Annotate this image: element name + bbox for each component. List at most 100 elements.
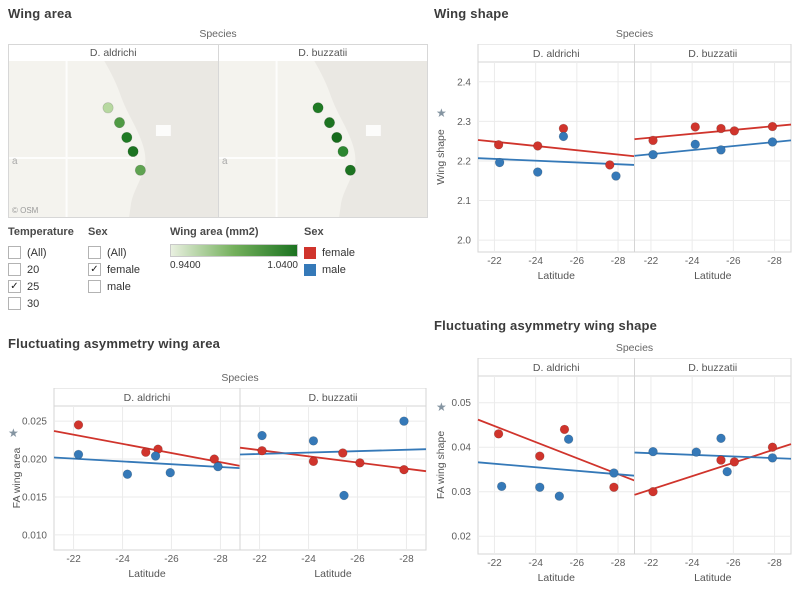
data-point-female[interactable] [493, 140, 504, 150]
gradient-max-label: 1.0400 [267, 260, 298, 271]
checkbox-unchecked[interactable] [88, 280, 101, 293]
checkbox-checked[interactable]: ✓ [8, 280, 21, 293]
checkbox-unchecked[interactable] [88, 246, 101, 259]
data-point-female[interactable] [716, 123, 726, 134]
checkbox-unchecked[interactable] [8, 246, 21, 259]
data-point-male[interactable] [767, 137, 778, 147]
trend-line-female [239, 446, 427, 473]
data-point-male[interactable] [533, 167, 543, 177]
data-point-male[interactable] [257, 430, 267, 441]
data-point-female[interactable] [73, 420, 84, 430]
data-point-male[interactable] [213, 461, 223, 472]
filter-option-25[interactable]: ✓ 25 [8, 278, 74, 295]
x-tick-label: -22 [252, 554, 267, 565]
data-point-female[interactable] [648, 135, 658, 146]
data-point-female[interactable] [716, 455, 726, 465]
data-point-female[interactable] [141, 447, 151, 457]
data-point-female[interactable] [559, 424, 570, 435]
data-point-female[interactable] [493, 429, 504, 439]
data-point-male[interactable] [722, 466, 732, 477]
filter-option-all[interactable]: (All) [8, 244, 74, 261]
data-point-female[interactable] [648, 487, 658, 497]
data-point-female[interactable] [767, 442, 778, 452]
data-point-female[interactable] [558, 123, 569, 134]
map-data-point[interactable] [102, 102, 114, 114]
map-data-point[interactable] [312, 102, 323, 114]
data-point-female[interactable] [609, 482, 619, 492]
species-column-header: Species [221, 372, 259, 384]
data-point-male[interactable] [558, 131, 569, 142]
data-point-female[interactable] [308, 456, 319, 467]
data-point-male[interactable] [535, 482, 545, 492]
gradient-bar [170, 244, 298, 257]
checkbox-unchecked[interactable] [8, 297, 21, 310]
legend-item-male[interactable]: male [304, 261, 355, 278]
data-point-female[interactable] [257, 446, 267, 456]
map-edge-label: a [12, 156, 18, 167]
filter-option-30[interactable]: 30 [8, 295, 74, 312]
data-point-female[interactable] [767, 121, 778, 132]
map-data-point[interactable] [127, 145, 139, 157]
map-data-point[interactable] [134, 164, 146, 176]
legend-item-female[interactable]: female [304, 244, 355, 261]
map-landmass [218, 61, 355, 217]
data-point-male[interactable] [611, 171, 621, 181]
data-point-female[interactable] [729, 126, 740, 136]
checkbox-checked[interactable]: ✓ [88, 263, 101, 276]
data-point-female[interactable] [605, 160, 615, 170]
facet-header-label: D. buzzatii [688, 362, 737, 374]
map-d-buzzatii[interactable]: a [217, 61, 428, 218]
facet-header [634, 358, 792, 377]
data-point-male[interactable] [554, 491, 565, 501]
data-point-male[interactable] [716, 145, 726, 155]
data-point-male[interactable] [494, 157, 505, 168]
data-point-male[interactable] [165, 467, 175, 478]
data-point-male[interactable] [691, 447, 701, 457]
filter-option-20[interactable]: 20 [8, 261, 74, 278]
filter-option-female[interactable]: ✓ female [88, 261, 140, 278]
fa-wing-shape-chart[interactable]: D. aldrichi -22 -24 -26 -28 Latitude D. buzzat… [432, 358, 793, 586]
data-point-male[interactable] [563, 434, 574, 444]
data-point-male[interactable] [648, 446, 658, 457]
trend-line-male [53, 456, 241, 470]
data-point-male[interactable] [308, 436, 319, 446]
sex-color-legend: Sex female male [304, 226, 355, 278]
data-point-female[interactable] [535, 451, 545, 461]
data-point-male[interactable] [716, 433, 726, 444]
data-point-female[interactable] [338, 448, 348, 458]
data-point-female[interactable] [533, 141, 543, 151]
data-point-male[interactable] [399, 416, 409, 426]
checkbox-unchecked[interactable] [8, 263, 21, 276]
wing-shape-chart[interactable]: D. aldrichi -22 -24 -26 -28 Latitude D. buzzat… [432, 44, 793, 284]
data-point-female[interactable] [355, 458, 365, 468]
filter-option-all[interactable]: (All) [88, 244, 140, 261]
data-point-male[interactable] [648, 149, 658, 160]
data-point-male[interactable] [767, 453, 778, 463]
map-data-point[interactable] [344, 164, 356, 176]
filter-option-male[interactable]: male [88, 278, 140, 295]
map-data-point[interactable] [114, 117, 125, 129]
data-point-male[interactable] [122, 469, 133, 479]
map-data-point[interactable] [337, 145, 349, 157]
data-point-male[interactable] [339, 490, 349, 501]
map-data-point[interactable] [330, 131, 342, 143]
data-point-male[interactable] [150, 451, 161, 461]
data-point-female[interactable] [209, 454, 220, 464]
maps-row: © OSM a a [8, 61, 428, 218]
legend-swatch-female [304, 246, 316, 259]
data-point-female[interactable] [399, 464, 409, 475]
map-d-aldrichi[interactable]: © OSM a [8, 61, 219, 218]
y-tick-label: 0.025 [22, 417, 47, 428]
data-point-male[interactable] [609, 468, 619, 478]
map-data-point[interactable] [323, 117, 335, 129]
x-axis-label: Latitude [314, 568, 352, 580]
data-point-male[interactable] [496, 481, 507, 492]
data-point-female[interactable] [729, 457, 740, 467]
map-data-point[interactable] [121, 131, 133, 143]
facet-header [239, 388, 427, 407]
data-point-female[interactable] [690, 122, 700, 132]
gradient-labels: 0.9400 1.0400 [170, 260, 298, 271]
data-point-male[interactable] [690, 139, 700, 150]
fa-wing-area-chart[interactable]: D. aldrichi -22 -24 -26 -28 Latitude D. buzzat… [8, 388, 428, 582]
data-point-male[interactable] [73, 449, 84, 460]
